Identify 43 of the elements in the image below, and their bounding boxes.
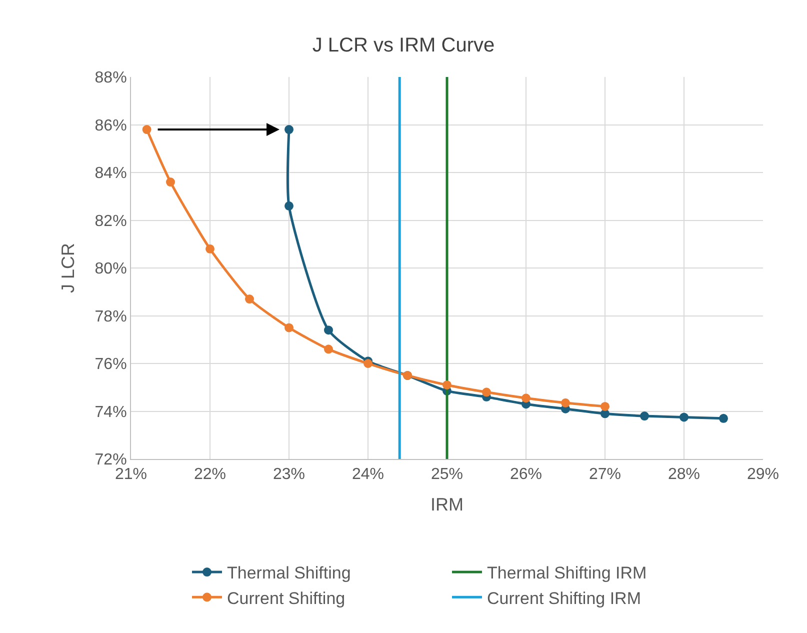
legend-label: Thermal Shifting <box>227 564 351 583</box>
x-tick-label: 28% <box>668 466 700 484</box>
point <box>442 380 452 390</box>
point <box>364 359 372 368</box>
legend-label: Thermal Shifting IRM <box>487 564 647 583</box>
x-tick-label: 21% <box>114 466 148 484</box>
legend-label: Current Shifting <box>227 588 346 608</box>
x-tick-label: 27% <box>588 466 622 484</box>
y-axis-title: J LCR <box>58 242 78 294</box>
point <box>719 414 728 423</box>
y-tick-label: 84% <box>94 165 127 182</box>
chart-title: J LCR vs IRM Curve <box>312 34 495 56</box>
point <box>600 402 610 411</box>
y-tick-label: 86% <box>94 117 127 134</box>
x-tick-label: 24% <box>352 466 384 484</box>
x-axis-title: IRM <box>430 494 464 514</box>
x-tick-label: 29% <box>746 466 780 484</box>
legend-label: Current Shifting IRM <box>487 588 641 608</box>
x-tick-label: 26% <box>510 466 542 484</box>
x-tick-label: 23% <box>272 466 306 484</box>
x-tick-label: 22% <box>194 466 226 484</box>
y-tick-label: 82% <box>94 212 127 230</box>
point <box>284 323 294 332</box>
point <box>284 125 294 134</box>
point <box>680 412 688 422</box>
point <box>561 398 570 408</box>
y-tick-label: 74% <box>94 404 127 421</box>
point <box>206 244 214 254</box>
y-tick-label: 80% <box>94 260 127 278</box>
point <box>142 125 152 134</box>
y-tick-label: 88% <box>94 70 127 87</box>
x-tick-label: 25% <box>430 466 464 484</box>
point <box>640 412 649 421</box>
point <box>166 178 175 187</box>
point <box>324 326 333 335</box>
y-tick-label: 78% <box>94 308 127 326</box>
point <box>284 201 294 210</box>
point <box>324 344 333 354</box>
y-tick-label: 72% <box>94 452 127 469</box>
point <box>482 388 491 397</box>
point <box>522 394 530 403</box>
point <box>245 294 254 304</box>
y-tick-label: 76% <box>94 356 127 374</box>
